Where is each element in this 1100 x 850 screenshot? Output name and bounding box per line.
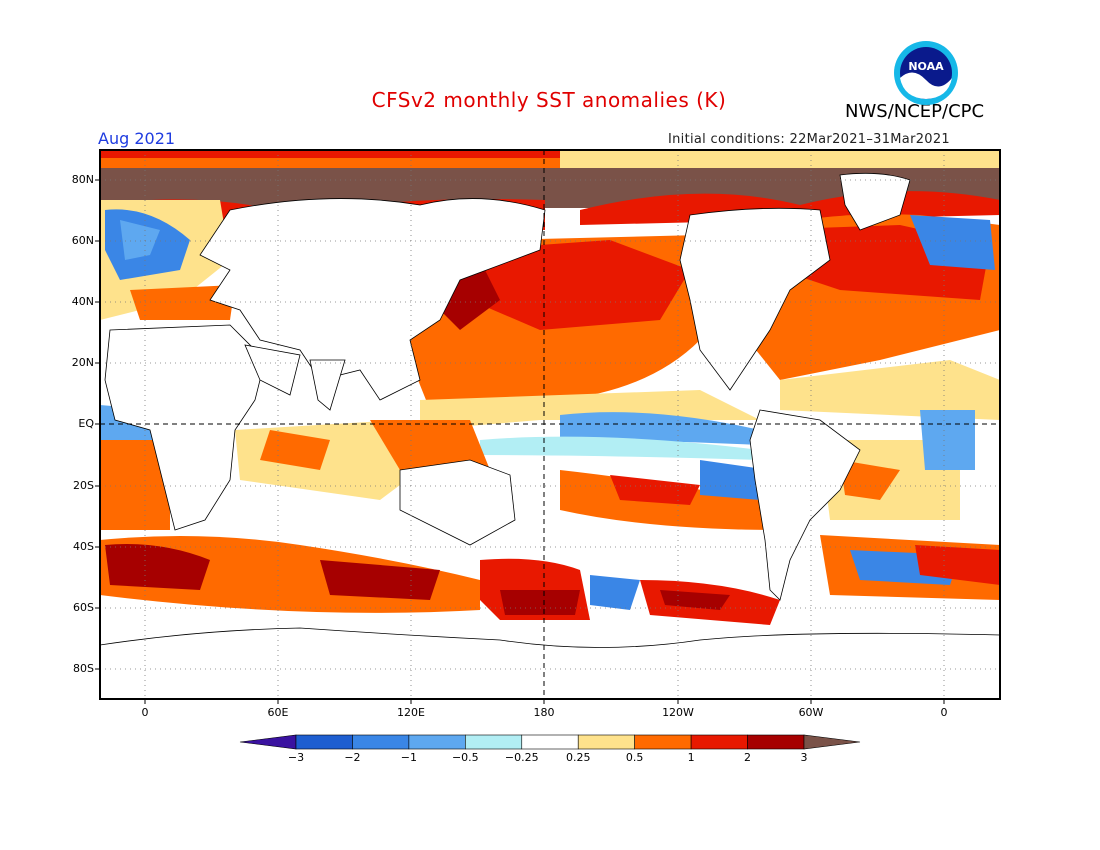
latitude-label: 80N	[71, 173, 94, 186]
forecast-month: Aug 2021	[98, 129, 176, 148]
colorbar-label: 0.5	[625, 751, 644, 764]
colorbar-segment	[690, 734, 748, 750]
longitude-label: 120W	[662, 706, 694, 719]
continents	[100, 172, 1000, 699]
colorbar-label: 0.25	[565, 751, 591, 764]
colorbar-min-arrow	[239, 734, 297, 750]
latitude-label: 60N	[71, 234, 94, 247]
latitude-label: 60S	[73, 601, 94, 614]
colorbar-label: 2	[744, 751, 752, 764]
map-title: CFSv2 monthly SST anomalies (K)	[371, 88, 727, 112]
colorbar-label: −3	[287, 751, 305, 764]
longitude-label: 180	[533, 706, 555, 719]
colorbar-segment	[577, 734, 635, 750]
longitude-label: 60W	[798, 706, 824, 719]
colorbar-segment	[521, 734, 579, 750]
latitude-label: 20S	[73, 479, 94, 492]
latitude-label: 80S	[73, 662, 94, 675]
logo-text: NOAA	[908, 60, 944, 73]
colorbar-segment	[408, 734, 466, 750]
colorbar-segment	[747, 734, 805, 750]
latitude-label: 40N	[71, 295, 94, 308]
longitude-label: 0	[940, 706, 948, 719]
colorbar-label: −0.5	[451, 751, 479, 764]
map-frame	[99, 149, 1001, 700]
colorbar-label: 1	[687, 751, 695, 764]
colorbar-label: −0.25	[504, 751, 539, 764]
longitude-label: 120E	[397, 706, 425, 719]
map-gridlines	[95, 150, 1000, 704]
longitude-label: 60E	[267, 706, 289, 719]
colorbar	[239, 734, 861, 750]
colorbar-label: −2	[344, 751, 361, 764]
colorbar-segment	[465, 734, 523, 750]
anomaly-field	[100, 150, 1000, 699]
longitude-label: 0	[141, 706, 149, 719]
colorbar-max-arrow	[803, 734, 861, 750]
latitude-label: 20N	[71, 356, 94, 369]
initial-conditions: Initial conditions: 22Mar2021–31Mar2021	[668, 132, 951, 147]
agency-label: NWS/NCEP/CPC	[845, 101, 985, 122]
latitude-label: 40S	[73, 540, 94, 553]
colorbar-segment	[352, 734, 410, 750]
noaa-logo: NOAA	[894, 41, 958, 105]
colorbar-label: −1	[400, 751, 417, 764]
colorbar-segment	[634, 734, 692, 750]
colorbar-segment	[295, 734, 353, 750]
colorbar-label: 3	[800, 751, 808, 764]
latitude-label: EQ	[78, 417, 94, 430]
